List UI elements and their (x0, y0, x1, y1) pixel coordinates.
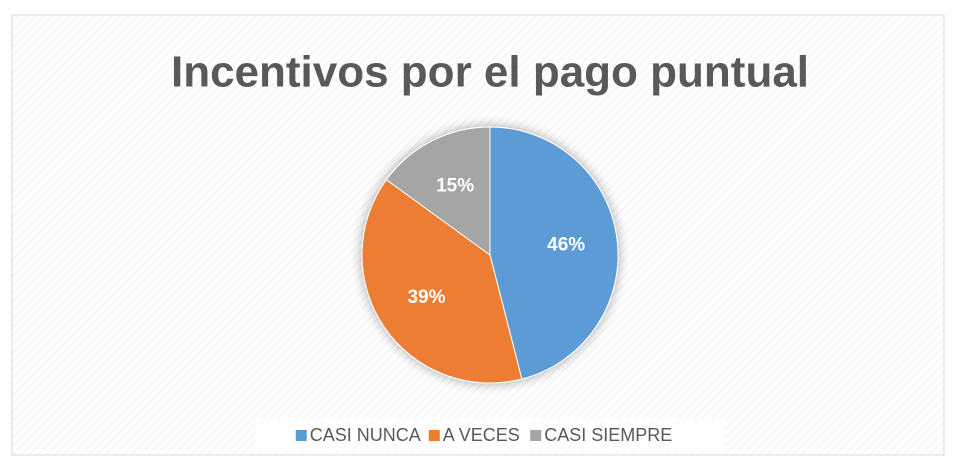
data-label: 15% (436, 176, 474, 197)
pie-slice (385, 126, 491, 256)
data-label: 46% (547, 234, 585, 255)
legend-label: CASI NUNCA (310, 425, 421, 445)
pie-slice (489, 126, 619, 380)
legend-swatch (428, 430, 440, 441)
pie-slice (361, 179, 523, 384)
legend-swatch (295, 430, 307, 441)
chart-title: Incentivos por el pago puntual (171, 48, 809, 97)
legend-box (255, 418, 725, 452)
pie (361, 126, 619, 384)
legend-swatch (530, 430, 542, 441)
legend-label: A VECES (443, 425, 520, 445)
data-label: 39% (407, 287, 445, 308)
legend-label: CASI SIEMPRE (544, 425, 672, 445)
